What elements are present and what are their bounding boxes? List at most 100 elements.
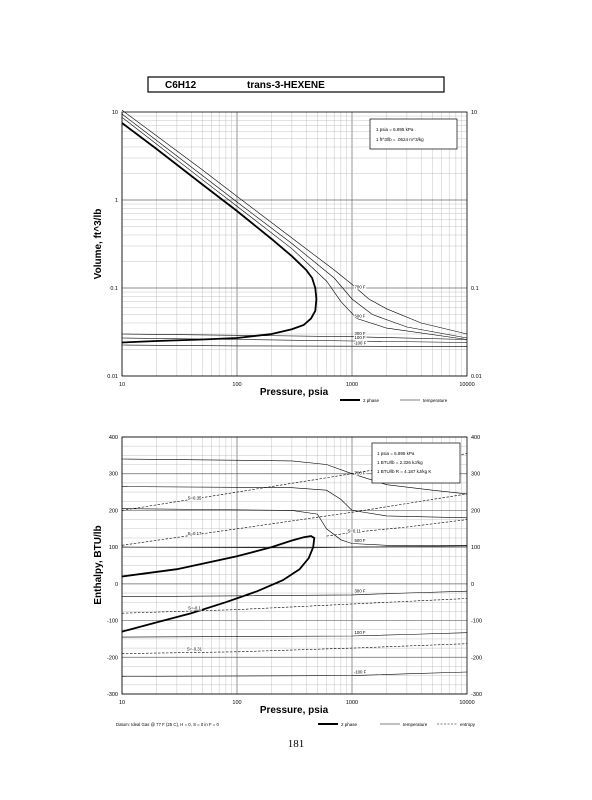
enthalpy-x-axis-label: Pressure, psia [260,705,329,716]
enthalpy-entropy-line [121,453,468,511]
enthalpy-y-tick-label-right: 0 [471,582,474,588]
enthalpy-series-label-halo: S=0.17 [188,531,202,536]
enthalpy-y-axis-label: Enthalpy, BTU/lb [93,525,104,604]
enthalpy-y-tick-label-left: 100 [109,545,118,551]
volume-series-label: 700 F [355,285,366,290]
volume-series-label-halo: -100 F [354,340,367,345]
enthalpy-isotherm-line [121,508,467,546]
volume-y-tick-label-left: 1 [115,198,118,204]
enthalpy-y-tick-label-left: 300 [109,472,118,478]
enthalpy-y-tick-label-right: 300 [471,472,480,478]
volume-info-line-2: 1 ft^3/lb = .0624 m^3/kg [376,137,424,142]
volume-y-tick-label-right: 10 [471,110,477,116]
enthalpy-legend-2phase: 2 phase [341,722,358,727]
enthalpy-series-label-halo: 700 F [355,470,366,475]
volume-y-tick-label-left: 0.01 [107,374,118,380]
header-formula: C6H12 [165,80,197,91]
enthalpy-y-tick-label-left: 400 [109,435,118,441]
enthalpy-y-tick-label-left: 0 [115,582,118,588]
volume-y-tick-label-right: 0.1 [471,286,479,292]
enthalpy-series-label-halo: 500 F [355,538,366,543]
volume-grid [121,112,467,377]
header-compound-name: trans-3-HEXENE [247,80,325,91]
enthalpy-y-tick-label-right: 200 [471,508,480,514]
volume-x-tick-label: 1000 [346,382,358,388]
enthalpy-series-label: 100 F [355,630,366,635]
volume-y-axis-label: Volume, ft^3/lb [93,209,104,280]
enthalpy-series-label: 700 F [355,470,366,475]
enthalpy-y-tick-label-left: -300 [107,692,118,698]
enthalpy-isotherm-line [121,545,468,549]
volume-series-label-halo: 500 F [355,313,366,318]
enthalpy-series-label-halo: 300 F [355,589,366,594]
volume-isotherm-line [121,113,468,339]
enthalpy-ticks: 10 100 1000 100004003002001000-100-200-3004… [107,435,482,706]
enthalpy-legend-temperature: temperature [403,722,428,727]
enthalpy-y-tick-label-left: -100 [107,619,118,625]
volume-series-label: 500 F [355,313,366,318]
volume-plot-frame [121,111,468,377]
enthalpy-isotherm-line [121,632,468,638]
volume-series-label: 100 F [355,335,366,340]
enthalpy-series-label-halo: S=-0.1 [188,605,201,610]
volume-x-tick-label: 10 [119,382,125,388]
enthalpy-y-tick-label-right: 100 [471,545,480,551]
enthalpy-legend: 2 phase temperature entropy [318,722,476,727]
enthalpy-series-label-halo: S=0.35 [188,495,202,500]
volume-info-line-1: 1 psia = 6.895 kPa [376,127,414,132]
volume-series-label: 300 F [355,331,366,336]
volume-x-axis-label: Pressure, psia [260,387,329,398]
enthalpy-plot-frame [121,436,468,695]
enthalpy-info-line-1: 1 psia = 6.895 kPa [377,451,415,456]
enthalpy-y-tick-label-right: -100 [471,619,482,625]
enthalpy-series-label: S=-0.31 [187,647,203,652]
enthalpy-info-box: 1 psia = 6.895 kPa 1 BTU/lb = 2.326 kJ/k… [371,442,461,484]
enthalpy-series-label-halo: 100 F [355,630,366,635]
enthalpy-datum-note: Datum: Ideal Gas @ 77 F (25 C), H = 0, S… [116,722,219,727]
volume-y-tick-label-right: 0.01 [471,374,482,380]
volume-isotherm-line [121,344,468,348]
volume-y-tick-label-left: 10 [112,110,118,116]
volume-series-label-halo: 700 F [355,285,366,290]
enthalpy-entropy-line [326,519,468,537]
enthalpy-series-label: S=0.17 [188,531,202,536]
enthalpy-grid [121,436,467,695]
enthalpy-series-label-halo: S=0.11 [348,528,362,533]
enthalpy-entropy-line [121,598,468,614]
enthalpy-y-tick-label-left: 200 [109,508,118,514]
enthalpy-info-line-2: 1 BTU/lb = 2.326 kJ/kg [377,460,423,465]
volume-series-label: -100 F [354,340,367,345]
enthalpy-series-label: -100 F [354,669,367,674]
volume-series-label-halo: 100 F [355,335,366,340]
volume-x-tick-label: 100 [232,382,241,388]
volume-legend-temperature: temperature [423,398,448,403]
enthalpy-2phase-curve [121,535,316,633]
enthalpy-info-line-3: 1 BTU/lb R = 4.187 kJ/kg K [377,469,431,474]
enthalpy-x-tick-label: 10 [119,700,125,706]
enthalpy-isotherm-line [121,671,468,677]
volume-y-tick-label-left: 0.1 [110,286,118,292]
enthalpy-x-tick-label: 1000 [346,700,358,706]
enthalpy-series-label: 500 F [355,538,366,543]
volume-series-label-halo: 300 F [355,331,366,336]
page-number: 181 [287,738,305,750]
volume-legend: 2 phase temperature [340,398,448,403]
header-box: C6H12 trans-3-HEXENE [147,76,445,93]
enthalpy-x-tick-label: 10000 [459,700,474,706]
volume-isotherm-line [121,337,468,343]
enthalpy-y-tick-label-left: -200 [107,655,118,661]
volume-isotherm-line [121,333,468,340]
volume-x-tick-label: 10000 [459,382,474,388]
enthalpy-series-label-halo: S=-0.31 [187,647,203,652]
enthalpy-series-label: S=0.35 [188,495,202,500]
volume-legend-2phase: 2 phase [363,398,380,403]
enthalpy-y-tick-label-right: -300 [471,692,482,698]
enthalpy-entropy-line [121,493,468,546]
volume-isotherm-line [121,109,468,335]
enthalpy-isotherm-line [121,486,468,519]
